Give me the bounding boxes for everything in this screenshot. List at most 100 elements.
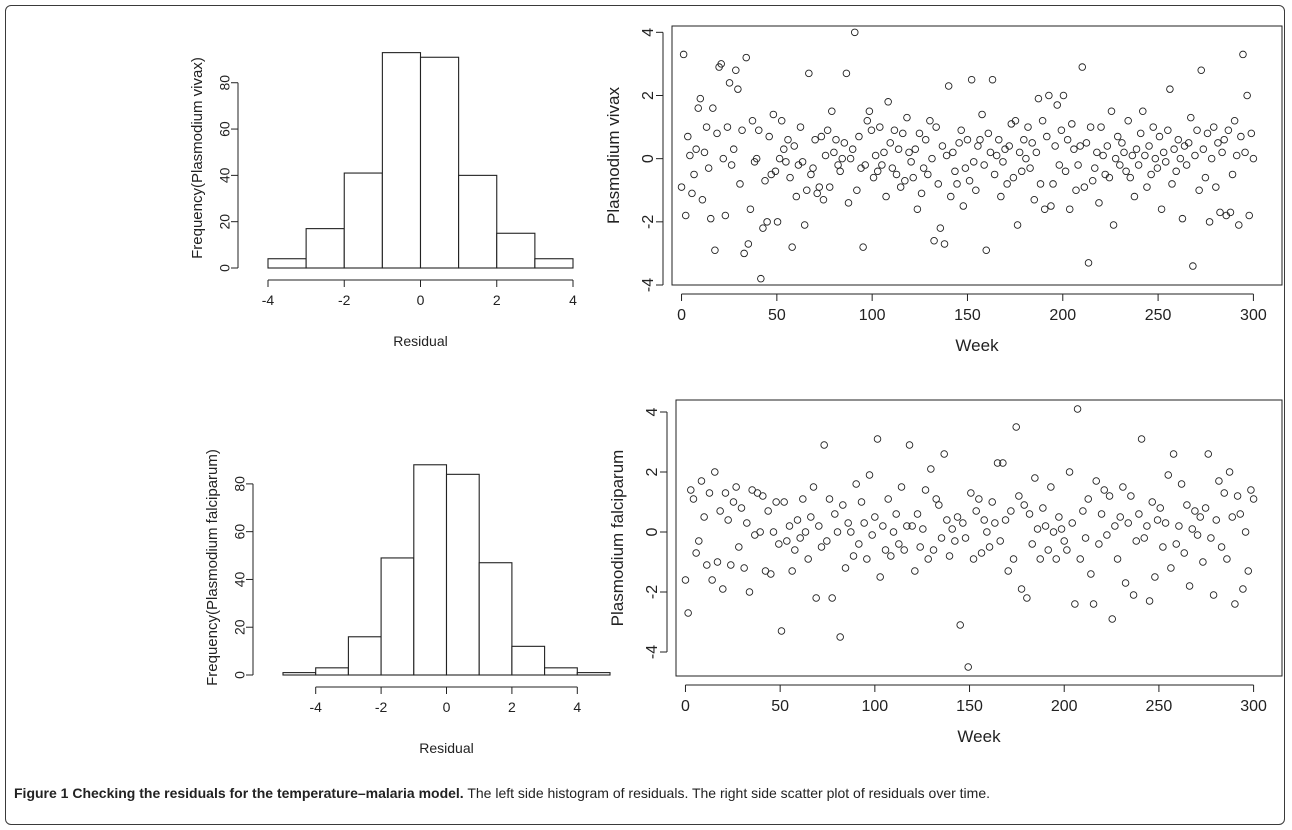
data-point xyxy=(1113,132,1122,141)
data-point xyxy=(889,528,898,536)
data-point xyxy=(1153,516,1162,524)
data-point xyxy=(743,519,751,527)
data-point xyxy=(999,459,1007,467)
data-point xyxy=(1230,117,1239,125)
data-point xyxy=(1049,528,1058,536)
x-tick-label: 100 xyxy=(859,307,886,324)
data-point xyxy=(1183,501,1191,509)
data-point xyxy=(1095,540,1103,548)
y-tick-label: -4 xyxy=(640,278,657,292)
data-point xyxy=(1143,522,1151,530)
plot-box xyxy=(671,25,1283,286)
data-point xyxy=(1161,158,1170,166)
data-point xyxy=(1214,139,1222,147)
data-point xyxy=(929,546,938,554)
data-point xyxy=(782,158,790,166)
figure-caption: Figure 1 Checking the residuals for the … xyxy=(14,783,1276,804)
data-point xyxy=(1005,142,1013,150)
histogram-bar xyxy=(380,557,415,676)
data-point xyxy=(1049,180,1057,188)
data-point xyxy=(1020,135,1028,144)
data-point xyxy=(1232,151,1241,160)
data-point xyxy=(1172,167,1180,176)
y-axis-title: Frequency(Plasmodium falciparum) xyxy=(204,449,221,686)
data-point xyxy=(842,69,851,78)
data-point xyxy=(927,465,935,473)
data-point xyxy=(1241,528,1250,536)
y-tick-label: 20 xyxy=(217,214,233,230)
data-point xyxy=(1001,516,1010,524)
data-point xyxy=(851,28,859,37)
data-point xyxy=(744,240,753,248)
data-point xyxy=(953,513,962,521)
data-point xyxy=(1207,154,1216,163)
data-point xyxy=(896,183,905,191)
data-point xyxy=(1159,148,1168,157)
y-tick-label: 0 xyxy=(640,154,657,163)
data-point xyxy=(1127,492,1135,500)
data-point xyxy=(865,107,874,116)
data-point xyxy=(1164,126,1172,134)
data-point xyxy=(780,498,788,506)
data-point xyxy=(717,60,725,68)
data-point xyxy=(1097,510,1106,518)
data-point xyxy=(1065,468,1074,476)
data-point xyxy=(1128,151,1137,160)
data-point xyxy=(769,528,778,536)
data-point xyxy=(716,507,724,515)
data-point xyxy=(855,132,863,141)
y-axis-title: Plasmodium falciparum xyxy=(608,450,627,627)
data-point xyxy=(1177,480,1186,488)
data-point xyxy=(1132,537,1140,545)
data-point xyxy=(761,177,769,185)
data-point xyxy=(997,192,1005,201)
x-tick-label: -4 xyxy=(262,292,275,308)
data-point xyxy=(721,489,730,497)
data-point xyxy=(876,573,884,581)
y-tick-label: 0 xyxy=(644,527,661,536)
data-point xyxy=(1197,66,1205,74)
data-point xyxy=(936,224,945,232)
data-point xyxy=(763,218,771,226)
data-point xyxy=(859,243,867,251)
data-point xyxy=(1093,148,1101,157)
data-point xyxy=(719,154,728,163)
data-point xyxy=(1189,262,1197,270)
data-point xyxy=(1185,582,1194,590)
x-tick-label: -4 xyxy=(309,699,322,715)
data-point xyxy=(916,543,924,551)
data-point xyxy=(703,561,711,569)
data-point xyxy=(765,132,773,141)
x-axis-title: Residual xyxy=(419,740,473,756)
data-point xyxy=(988,75,997,84)
histogram-bar xyxy=(496,232,536,269)
data-point xyxy=(913,510,922,518)
data-point xyxy=(832,135,840,144)
data-point xyxy=(780,145,788,153)
data-point xyxy=(1007,507,1015,515)
data-point xyxy=(841,564,850,572)
data-point xyxy=(1134,161,1143,169)
data-point xyxy=(1122,167,1130,176)
data-point xyxy=(951,537,959,545)
data-point xyxy=(686,151,694,160)
data-point xyxy=(852,480,860,488)
data-point xyxy=(869,173,878,182)
data-point xyxy=(1215,477,1223,485)
data-point xyxy=(727,161,736,169)
data-point xyxy=(695,537,703,545)
data-point xyxy=(773,218,782,226)
histogram-bar xyxy=(419,56,460,269)
y-tick-label: 60 xyxy=(232,524,248,540)
data-point xyxy=(919,525,927,533)
data-point xyxy=(1047,483,1055,491)
data-point xyxy=(1203,129,1212,138)
data-point xyxy=(975,495,983,503)
data-point xyxy=(1068,519,1076,527)
data-point xyxy=(996,537,1004,545)
data-point xyxy=(1015,148,1024,157)
x-tick-label: -2 xyxy=(375,699,388,715)
data-point xyxy=(1249,495,1258,503)
data-point xyxy=(1153,164,1162,172)
data-point xyxy=(756,528,764,536)
